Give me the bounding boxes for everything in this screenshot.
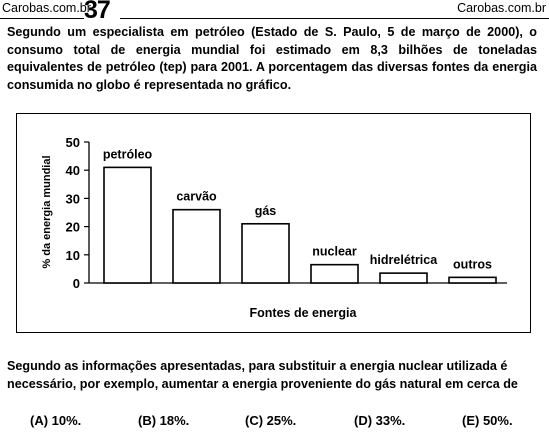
- question-intro: Segundo um especialista em petróleo (Est…: [7, 25, 537, 92]
- y-tick-label: 50: [66, 135, 80, 150]
- page-header: Carobas.com.br 37 Carobas.com.br: [0, 0, 549, 24]
- bar-label: carvão: [176, 190, 217, 204]
- bar-label: petróleo: [103, 147, 153, 161]
- answer-options: (A) 10%. (B) 18%. (C) 25%. (D) 33%. (E) …: [0, 413, 549, 433]
- chart-axes: [88, 142, 507, 284]
- question-stem: Segundo as informações apresentadas, par…: [7, 359, 518, 391]
- bar-6: [448, 276, 497, 284]
- page-number: 37: [84, 0, 111, 24]
- header-rule-left: [0, 18, 84, 19]
- y-tick-label: 30: [66, 191, 80, 206]
- y-tick-label: 10: [66, 248, 80, 263]
- option-c[interactable]: (C) 25%.: [245, 413, 297, 428]
- option-a[interactable]: (A) 10%.: [30, 413, 82, 428]
- y-axis-ticks: 0 10 20 30 40 50: [66, 135, 89, 291]
- site-name-right[interactable]: Carobas.com.br: [457, 1, 546, 15]
- bar-label: nuclear: [312, 245, 357, 259]
- bar-1: [103, 166, 152, 284]
- x-axis-label: Fontes de energia: [250, 306, 358, 320]
- bar-label: outros: [453, 257, 492, 271]
- y-tick-label: 20: [66, 220, 80, 235]
- bar-2: [172, 208, 221, 284]
- bar-label: hidrelétrica: [370, 253, 438, 267]
- y-axis-label: % da energia mundial: [41, 155, 53, 268]
- y-tick-label: 0: [73, 276, 80, 291]
- option-d[interactable]: (D) 33%.: [354, 413, 406, 428]
- option-b[interactable]: (B) 18%.: [138, 413, 190, 428]
- option-e[interactable]: (E) 50%.: [462, 413, 513, 428]
- bar-4: [310, 263, 359, 284]
- chart-frame: 0 10 20 30 40 50 petróleo carvão gás nuclear hidr…: [16, 113, 531, 333]
- bar-label: gás: [255, 204, 277, 218]
- chart-bars: [103, 166, 497, 284]
- energy-bar-chart: 0 10 20 30 40 50 petróleo carvão gás nuclear hidr…: [41, 135, 507, 320]
- site-name-left[interactable]: Carobas.com.br: [2, 1, 91, 15]
- bar-5: [379, 272, 428, 284]
- y-tick-label: 40: [66, 163, 80, 178]
- bar-labels: petróleo carvão gás nuclear hidrelétrica outr…: [103, 147, 492, 271]
- bar-3: [241, 222, 290, 284]
- header-rule-right: [120, 18, 549, 19]
